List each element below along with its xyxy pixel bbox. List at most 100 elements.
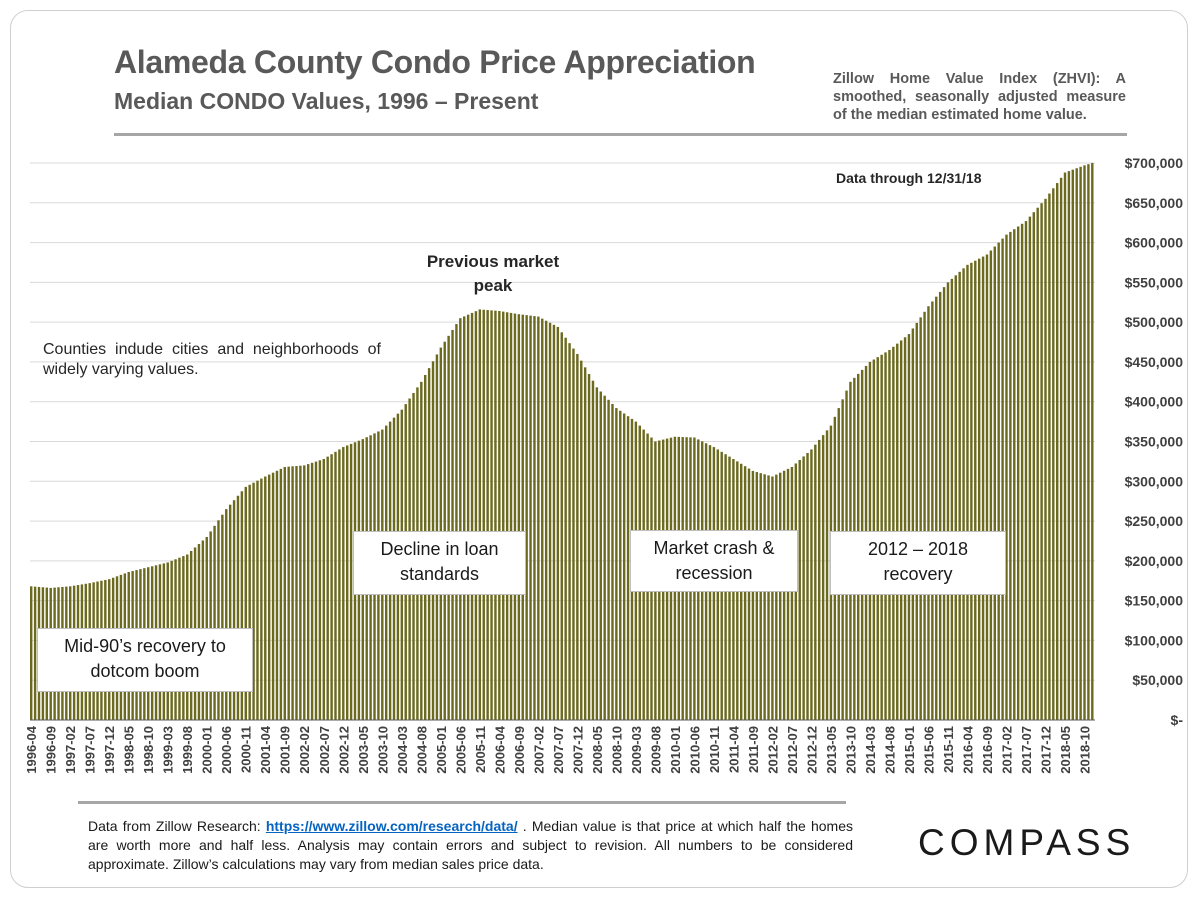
bar bbox=[287, 466, 290, 720]
mid90s-callout: Mid-90’s recovery to dotcom boom bbox=[37, 628, 253, 692]
bar bbox=[1048, 193, 1051, 721]
bar bbox=[513, 313, 517, 720]
decline-callout-text: Decline in loan standards bbox=[380, 539, 499, 584]
bar bbox=[537, 316, 540, 720]
bar bbox=[798, 459, 801, 720]
bar bbox=[1024, 221, 1028, 720]
bar bbox=[541, 318, 544, 720]
bar bbox=[622, 413, 626, 720]
bar bbox=[342, 447, 345, 720]
bar bbox=[498, 311, 501, 720]
bar bbox=[587, 374, 591, 720]
bar bbox=[232, 500, 236, 720]
x-tick-label: 2014-03 bbox=[863, 726, 878, 774]
bar bbox=[470, 312, 474, 720]
y-tick-label: $150,000 bbox=[1125, 593, 1184, 609]
y-tick-label: $650,000 bbox=[1125, 195, 1184, 211]
bar bbox=[544, 320, 548, 720]
bar bbox=[1075, 168, 1078, 720]
bar bbox=[1020, 223, 1024, 720]
x-tick-label: 1998-05 bbox=[122, 726, 137, 774]
bar bbox=[1055, 183, 1059, 720]
x-tick-label: 1999-08 bbox=[180, 726, 195, 774]
bar bbox=[611, 403, 614, 720]
bar bbox=[517, 314, 521, 720]
bar bbox=[217, 520, 220, 720]
bar bbox=[903, 337, 907, 720]
y-tick-label: $- bbox=[1171, 712, 1184, 728]
bar bbox=[603, 395, 606, 720]
bar bbox=[556, 326, 560, 720]
x-tick-label: 2017-12 bbox=[1038, 726, 1053, 774]
bar bbox=[977, 258, 981, 720]
x-tick-label: 2016-04 bbox=[960, 725, 975, 773]
y-tick-label: $400,000 bbox=[1125, 394, 1184, 410]
decline-callout: Decline in loan standards bbox=[353, 531, 526, 595]
bar bbox=[1032, 212, 1036, 720]
bar bbox=[494, 310, 497, 720]
bar bbox=[759, 473, 762, 720]
x-tick-label: 2005-01 bbox=[434, 726, 449, 774]
bar bbox=[322, 459, 326, 720]
x-tick-label: 1998-10 bbox=[141, 726, 156, 774]
bar bbox=[228, 504, 232, 720]
x-tick-label: 1997-02 bbox=[63, 726, 78, 774]
y-tick-label: $200,000 bbox=[1125, 553, 1184, 569]
bar bbox=[318, 460, 322, 720]
bar bbox=[1087, 164, 1090, 720]
bar bbox=[619, 410, 622, 720]
bar bbox=[306, 464, 310, 720]
x-tick-label: 2000-06 bbox=[219, 726, 234, 774]
bar bbox=[810, 449, 813, 720]
x-tick-label: 2003-05 bbox=[356, 726, 371, 774]
bar bbox=[225, 509, 228, 720]
bar bbox=[521, 314, 524, 720]
bar bbox=[607, 399, 610, 720]
bar bbox=[927, 306, 930, 720]
x-tick-label: 2012-12 bbox=[804, 726, 819, 774]
bar bbox=[911, 328, 915, 720]
recovery-callout: 2012 – 2018 recovery bbox=[830, 531, 1006, 595]
x-tick-label: 1999-03 bbox=[161, 726, 176, 774]
bar bbox=[1016, 226, 1020, 721]
x-tick-label: 2018-10 bbox=[1077, 726, 1092, 774]
bar bbox=[950, 278, 954, 720]
x-tick-label: 2013-05 bbox=[824, 726, 839, 774]
x-tick-label: 2009-08 bbox=[648, 726, 663, 774]
bar bbox=[264, 476, 267, 720]
bar bbox=[1071, 169, 1075, 720]
header-divider bbox=[114, 133, 1127, 136]
y-tick-label: $350,000 bbox=[1125, 434, 1184, 450]
bar bbox=[279, 468, 283, 720]
bar bbox=[974, 260, 977, 720]
bar bbox=[935, 296, 938, 720]
x-tick-label: 2014-08 bbox=[882, 726, 897, 774]
bar bbox=[771, 476, 774, 720]
x-tick-label: 2004-08 bbox=[414, 726, 429, 774]
data-through-label: Data through 12/31/18 bbox=[836, 170, 982, 186]
mid90s-callout-text: Mid-90’s recovery to dotcom boom bbox=[64, 636, 226, 681]
x-tick-label: 2000-01 bbox=[200, 726, 215, 774]
bar bbox=[818, 439, 821, 720]
bar bbox=[1013, 229, 1016, 720]
x-tick-label: 2002-02 bbox=[297, 726, 312, 774]
bar bbox=[919, 317, 922, 720]
crash-callout: Market crash & recession bbox=[630, 530, 798, 592]
zillow-research-link[interactable]: https://www.zillow.com/research/data/ bbox=[265, 818, 518, 834]
y-tick-label: $700,000 bbox=[1125, 155, 1184, 171]
bar bbox=[821, 435, 825, 720]
bar bbox=[256, 480, 259, 720]
x-tick-label: 2006-09 bbox=[512, 726, 527, 774]
x-tick-label: 2018-05 bbox=[1058, 726, 1073, 774]
bar bbox=[958, 271, 961, 720]
bar bbox=[209, 531, 212, 720]
bar bbox=[790, 466, 794, 720]
bar bbox=[1083, 165, 1086, 720]
bar bbox=[907, 334, 911, 720]
bar bbox=[560, 332, 563, 720]
bar bbox=[248, 484, 251, 720]
bar bbox=[303, 465, 306, 720]
x-tick-label: 1997-07 bbox=[83, 726, 98, 774]
bar bbox=[1063, 172, 1067, 720]
x-tick-label: 2012-02 bbox=[765, 726, 780, 774]
